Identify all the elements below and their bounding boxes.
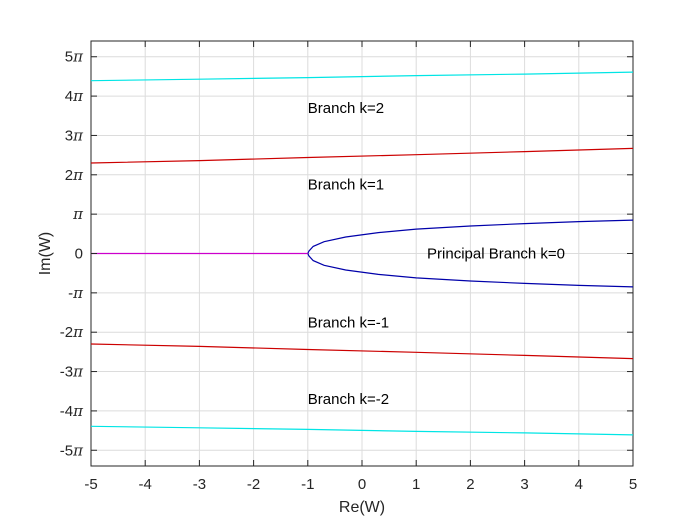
x-tick-label: 3 [520,476,528,493]
x-tick-label: -4 [139,476,152,493]
branch-annotation: Branch k=-2 [308,391,389,408]
x-tick-label: -1 [301,476,314,493]
x-axis-label: Re(W) [339,499,385,516]
x-tick-label: 0 [358,476,366,493]
y-tick-label: -2π [60,323,84,341]
y-tick-label: -5π [60,441,84,459]
branch-annotation: Branch k=2 [308,100,384,117]
branch-annotations: Branch k=2 Branch k=1 Principal Branch k=0… [308,100,565,408]
y-tick-label: -3π [60,363,84,381]
y-tick-label: 3π [65,126,84,144]
series-line-2 [90,147,634,164]
series-line-1 [90,71,634,82]
y-tick-label: -π [68,284,84,302]
branch-annotation: Branch k=-1 [308,314,389,331]
branch-annotation: Principal Branch k=0 [427,246,565,263]
x-tick-label: 4 [575,476,583,493]
x-tick-label: -5 [84,476,97,493]
x-tick-label: -3 [193,476,206,493]
series-lines [90,71,634,436]
y-tick-label: -4π [60,402,84,420]
y-tick-label: 2π [65,166,84,184]
x-tick-label: -2 [247,476,260,493]
series-line-3 [90,343,634,360]
branch-annotation: Branch k=1 [308,177,384,194]
x-tick-label: 2 [466,476,474,493]
y-axis-label: Im(W) [37,232,54,276]
y-tick-label: 0 [75,246,83,263]
x-tick-label: 1 [412,476,420,493]
series-line-4 [90,425,634,436]
y-tick-label: 4π [65,87,84,105]
y-tick-label: π [72,205,84,223]
x-tick-label: 5 [629,476,637,493]
y-axis-ticks: 5π 4π 3π 2π π 0 -π -2π -3π -4π -5π [60,48,633,459]
x-axis-ticks: -5 -4 -3 -2 -1 0 1 2 3 4 5 [84,41,637,493]
y-tick-label: 5π [65,48,84,66]
